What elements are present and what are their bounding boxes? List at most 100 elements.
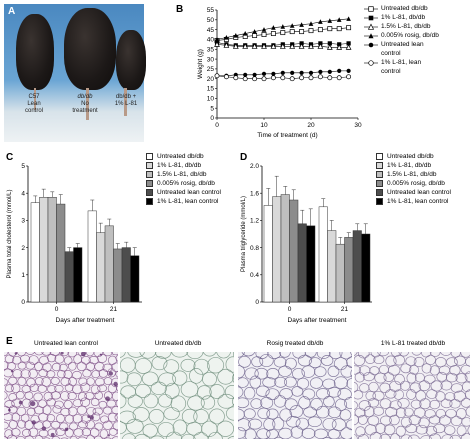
adipocyte-outline (180, 358, 196, 372)
adipocyte-outline (350, 369, 352, 378)
adipocyte-outline (28, 399, 39, 409)
data-point (261, 71, 267, 76)
adipocyte-outline (77, 436, 87, 439)
adipocyte-outline (126, 372, 142, 387)
adipocyte-outline (115, 354, 118, 362)
y-tick-label: 2 (21, 245, 25, 252)
adipocyte-outline (121, 433, 137, 439)
adipocyte-outline (393, 354, 406, 366)
adipocyte-outline (461, 417, 470, 427)
legend-swatch (376, 153, 383, 160)
data-point (308, 21, 314, 26)
adipocyte-outline (41, 377, 52, 387)
nucleus-dot (14, 352, 18, 355)
mouse-tail (86, 88, 89, 120)
adipocyte-outline (390, 433, 401, 439)
x-tick-label: 30 (354, 122, 362, 129)
data-point (308, 70, 314, 75)
adipocyte-outline (322, 437, 332, 439)
adipocyte-outline (78, 392, 87, 402)
adipocyte-outline (368, 397, 380, 408)
data-point (318, 69, 323, 74)
adipocyte-outline (64, 428, 74, 438)
adipocyte-outline (33, 421, 44, 430)
adipocyte-outline (19, 354, 30, 363)
nucleus-dot (107, 434, 110, 437)
adipocyte-outline (17, 419, 27, 429)
bar (130, 255, 140, 303)
adipocyte-outline (111, 362, 118, 372)
adipocyte-outline (267, 352, 282, 359)
nucleus-dot (50, 432, 55, 437)
adipocyte-outline (327, 386, 342, 398)
adipocyte-outline (388, 364, 401, 376)
legend-item: 1% L-81, lean control (146, 197, 221, 206)
legend-marker (364, 50, 378, 58)
adipocyte-outline (438, 415, 452, 426)
mouse-lean-control (16, 14, 54, 90)
adipocyte-outline (344, 396, 352, 409)
data-point (299, 75, 305, 81)
data-point (280, 70, 285, 75)
adipocyte-outline (238, 397, 250, 409)
adipocyte-outline (357, 414, 368, 425)
data-point (233, 43, 238, 48)
adipocyte-outline (314, 366, 327, 378)
legend-item: 1.5% L-81, db/db (376, 170, 451, 179)
adipocyte-outline (364, 354, 376, 364)
adipocyte-outline (449, 398, 461, 409)
adipocyte-outline (256, 428, 271, 439)
adipocyte-outline (254, 367, 269, 380)
adipocyte-outline (115, 370, 118, 378)
data-point (261, 32, 267, 37)
adipocyte-outline (411, 352, 422, 356)
adipocyte-outline (354, 365, 361, 375)
adipocyte-outline (7, 434, 18, 439)
data-point (280, 42, 285, 47)
nucleus-dot (99, 353, 102, 356)
adipocyte-outline (24, 435, 34, 439)
adipocyte-outline (238, 386, 244, 398)
adipocyte-outline (331, 418, 347, 432)
legend-item: Untreated lean (364, 40, 439, 49)
y-tick-label: 25 (207, 66, 215, 73)
legend-swatch (146, 162, 153, 169)
adipocyte-outline (244, 428, 257, 439)
adipocyte-outline (327, 428, 341, 439)
legend-item: 1.5% L-81, db/db (146, 170, 221, 179)
adipocyte-outline (400, 434, 413, 439)
data-point (214, 37, 220, 43)
adipocyte-outline (279, 352, 291, 358)
data-point (242, 76, 248, 82)
adipocyte-outline (165, 431, 183, 439)
adipocyte-outline (43, 391, 53, 402)
x-axis-label: Days after treatment (288, 317, 347, 324)
y-tick-label: 5 (210, 105, 214, 112)
adipocyte-outline (170, 395, 187, 412)
data-point (280, 30, 286, 36)
adipocyte-outline (369, 432, 382, 439)
data-point (224, 34, 229, 40)
legend-label: Untreated db/db (157, 153, 204, 160)
data-point (336, 44, 343, 50)
legend-swatch (376, 162, 383, 169)
y-tick-label: 4 (21, 190, 25, 197)
nucleus-dot (105, 396, 110, 402)
adipocyte-outline (370, 352, 381, 358)
adipocyte-outline (52, 405, 62, 414)
histo-label-rosig: Rosig treated db/db (266, 340, 324, 347)
adipocyte-outline (373, 355, 385, 365)
data-point (346, 16, 351, 21)
adipocyte-outline (400, 363, 412, 374)
adipocyte-outline (362, 372, 375, 382)
adipocyte-outline (82, 368, 92, 378)
adipocyte-outline (99, 429, 109, 439)
adipocyte-outline (157, 422, 175, 438)
adipocyte-outline (418, 380, 431, 392)
adipocyte-outline (385, 389, 397, 399)
adipocyte-outline (273, 356, 287, 368)
data-point (327, 18, 333, 23)
y-tick-label: 0.4 (250, 272, 259, 279)
data-point (261, 27, 267, 32)
legend-marker (364, 22, 378, 30)
